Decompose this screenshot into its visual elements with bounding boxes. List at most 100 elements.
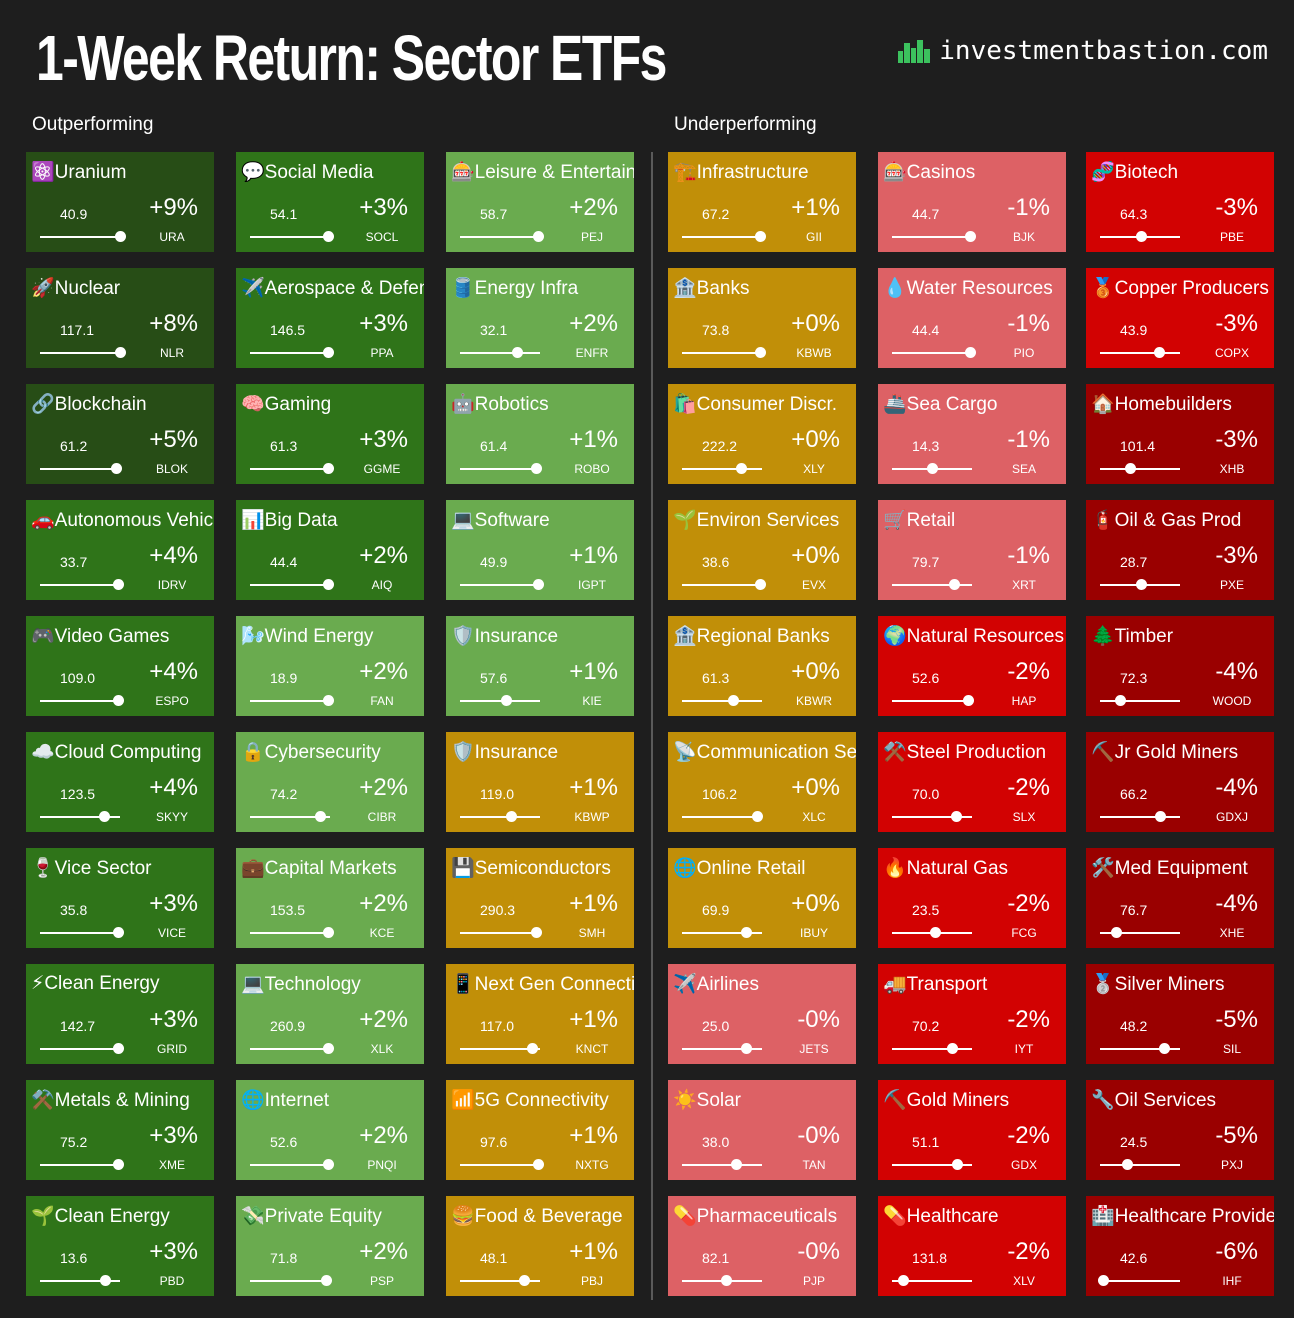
- sector-price: 123.5: [60, 786, 96, 802]
- range-knob: [322, 1043, 334, 1054]
- sector-tile-fcg[interactable]: 🔥Natural Gas 23.5 -2% FCG: [878, 848, 1066, 948]
- sector-tile-xlc[interactable]: 📡Communication Services 106.2 +0% XLC: [668, 732, 856, 832]
- sector-tile-igpt[interactable]: 💻Software 49.9 +1% IGPT: [446, 500, 634, 600]
- sector-tile-socl[interactable]: 💬Social Media 54.1 +3% SOCL: [236, 152, 424, 252]
- sector-ticker: PBD: [159, 1274, 185, 1288]
- sector-tile-sea[interactable]: 🚢Sea Cargo 14.3 -1% SEA: [878, 384, 1066, 484]
- range-track: [250, 1164, 330, 1166]
- sector-tile-kbwb[interactable]: 🏦Banks 73.8 +0% KBWB: [668, 268, 856, 368]
- sector-tile-sil[interactable]: 🥈Silver Miners 48.2 -5% SIL: [1086, 964, 1274, 1064]
- sector-tile-hap[interactable]: 🌍Natural Resources 52.6 -2% HAP: [878, 616, 1066, 716]
- sector-tile-ihf[interactable]: 🏥Healthcare Providers 42.6 -6% IHF: [1086, 1196, 1274, 1296]
- site-url[interactable]: investmentbastion.com: [939, 36, 1268, 66]
- range-knob: [98, 811, 110, 822]
- sector-tile-pio[interactable]: 💧Water Resources 44.4 -1% PIO: [878, 268, 1066, 368]
- sector-tile-pnqi[interactable]: 🌐Internet 52.6 +2% PNQI: [236, 1080, 424, 1180]
- range-track: [250, 816, 330, 818]
- sector-tile-nlr[interactable]: 🚀Nuclear 117.1 +8% NLR: [26, 268, 214, 368]
- sector-tile-kbwp[interactable]: 🛡️Insurance 119.0 +1% KBWP: [446, 732, 634, 832]
- sector-name: 🌱Clean Energy: [31, 1206, 170, 1227]
- section-divider: [651, 152, 653, 1300]
- range-track: [682, 1048, 762, 1050]
- sector-tile-psp[interactable]: 💸Private Equity 71.8 +2% PSP: [236, 1196, 424, 1296]
- sector-tile-iyt[interactable]: 🚚Transport 70.2 -2% IYT: [878, 964, 1066, 1064]
- sector-tile-ppa[interactable]: ✈️Aerospace & Defense 146.5 +3% PPA: [236, 268, 424, 368]
- sector-return: -4%: [1215, 658, 1258, 685]
- sector-tile-gdx[interactable]: ⛏️Gold Miners 51.1 -2% GDX: [878, 1080, 1066, 1180]
- sector-ticker: URA: [159, 230, 185, 244]
- range-knob: [1153, 347, 1165, 358]
- range-track: [1100, 816, 1180, 818]
- sector-name: ☀️Solar: [673, 1090, 742, 1111]
- sector-name: 🎰Leisure & Entertainment: [451, 162, 634, 183]
- sector-tile-aiq[interactable]: 📊Big Data 44.4 +2% AIQ: [236, 500, 424, 600]
- sector-tile-evx[interactable]: 🌱Environ Services 38.6 +0% EVX: [668, 500, 856, 600]
- sector-tile-pej[interactable]: 🎰Leisure & Entertainment 58.7 +2% PEJ: [446, 152, 634, 252]
- sector-name: 💊Healthcare: [883, 1206, 999, 1227]
- sector-tile-xlk[interactable]: 💻Technology 260.9 +2% XLK: [236, 964, 424, 1064]
- sector-tile-fan[interactable]: 🌬️Wind Energy 18.9 +2% FAN: [236, 616, 424, 716]
- sector-tile-ura[interactable]: ⚛️Uranium 40.9 +9% URA: [26, 152, 214, 252]
- sector-tile-pbe[interactable]: 🧬Biotech 64.3 -3% PBE: [1086, 152, 1274, 252]
- sector-name: 🥈Silver Miners: [1091, 974, 1225, 995]
- sector-tile-xhb[interactable]: 🏠Homebuilders 101.4 -3% XHB: [1086, 384, 1274, 484]
- sector-name: 💧Water Resources: [883, 278, 1053, 299]
- sector-tile-idrv[interactable]: 🚗Autonomous Vehicles 33.7 +4% IDRV: [26, 500, 214, 600]
- sector-tile-gdxj[interactable]: ⛏️Jr Gold Miners 66.2 -4% GDXJ: [1086, 732, 1274, 832]
- sector-price: 61.4: [480, 438, 508, 454]
- sector-price: 117.0: [480, 1018, 514, 1034]
- sector-tile-slx[interactable]: ⚒️Steel Production 70.0 -2% SLX: [878, 732, 1066, 832]
- sector-tile-copx[interactable]: 🥉Copper Producers 43.9 -3% COPX: [1086, 268, 1274, 368]
- sector-tile-kie[interactable]: 🛡️Insurance 57.6 +1% KIE: [446, 616, 634, 716]
- sector-name: 🧬Biotech: [1091, 162, 1179, 183]
- sector-tile-pbj[interactable]: 🍔Food & Beverage 48.1 +1% PBJ: [446, 1196, 634, 1296]
- sector-tile-ibuy[interactable]: 🌐Online Retail 69.9 +0% IBUY: [668, 848, 856, 948]
- sector-tile-smh[interactable]: 💾Semiconductors 290.3 +1% SMH: [446, 848, 634, 948]
- sector-tile-tan[interactable]: ☀️Solar 38.0 -0% TAN: [668, 1080, 856, 1180]
- sector-return: -1%: [1007, 194, 1050, 221]
- sector-tile-cibr[interactable]: 🔒Cybersecurity 74.2 +2% CIBR: [236, 732, 424, 832]
- sector-tile-xhe[interactable]: 🛠️Med Equipment 76.7 -4% XHE: [1086, 848, 1274, 948]
- sector-tile-xly[interactable]: 🛍️Consumer Discr. 222.2 +0% XLY: [668, 384, 856, 484]
- sector-price: 64.3: [1120, 206, 1148, 222]
- sector-tile-bjk[interactable]: 🎰Casinos 44.7 -1% BJK: [878, 152, 1066, 252]
- sector-tile-wood[interactable]: 🌲Timber 72.3 -4% WOOD: [1086, 616, 1274, 716]
- sector-name: 💻Technology: [241, 974, 361, 995]
- sector-return: -3%: [1215, 310, 1258, 337]
- sector-tile-skyy[interactable]: ☁️Cloud Computing 123.5 +4% SKYY: [26, 732, 214, 832]
- range-knob: [754, 231, 766, 242]
- range-knob: [532, 579, 544, 590]
- sector-tile-pbd[interactable]: 🌱Clean Energy 13.6 +3% PBD: [26, 1196, 214, 1296]
- range-track: [250, 1048, 330, 1050]
- sector-name: 🏥Healthcare Providers: [1091, 1206, 1274, 1227]
- sector-price: 38.0: [702, 1134, 730, 1150]
- sector-tile-kbwr[interactable]: 🏦Regional Banks 61.3 +0% KBWR: [668, 616, 856, 716]
- sector-tile-gii[interactable]: 🏗️Infrastructure 67.2 +1% GII: [668, 152, 856, 252]
- sector-ticker: ENFR: [575, 346, 609, 360]
- range-track: [892, 816, 972, 818]
- sector-name: 🎰Casinos: [883, 162, 976, 183]
- sector-ticker: IBUY: [799, 926, 828, 940]
- sector-tile-xme[interactable]: ⚒️Metals & Mining 75.2 +3% XME: [26, 1080, 214, 1180]
- sector-tile-enfr[interactable]: 🛢️Energy Infra 32.1 +2% ENFR: [446, 268, 634, 368]
- sector-ticker: KBWP: [574, 810, 610, 824]
- sector-tile-nxtg[interactable]: 📶5G Connectivity 97.6 +1% NXTG: [446, 1080, 634, 1180]
- sector-tile-xlv[interactable]: 💊Healthcare 131.8 -2% XLV: [878, 1196, 1066, 1296]
- sector-tile-xrt[interactable]: 🛒Retail 79.7 -1% XRT: [878, 500, 1066, 600]
- sector-tile-robo[interactable]: 🤖Robotics 61.4 +1% ROBO: [446, 384, 634, 484]
- sector-return: -3%: [1215, 194, 1258, 221]
- sector-tile-vice[interactable]: 🍷Vice Sector 35.8 +3% VICE: [26, 848, 214, 948]
- sector-tile-ggme[interactable]: 🧠Gaming 61.3 +3% GGME: [236, 384, 424, 484]
- sector-tile-pjp[interactable]: 💊Pharmaceuticals 82.1 -0% PJP: [668, 1196, 856, 1296]
- range-track: [682, 236, 762, 238]
- sector-tile-kce[interactable]: 💼Capital Markets 153.5 +2% KCE: [236, 848, 424, 948]
- sector-tile-pxe[interactable]: 🧯Oil & Gas Prod 28.7 -3% PXE: [1086, 500, 1274, 600]
- sector-tile-pxj[interactable]: 🔧Oil Services 24.5 -5% PXJ: [1086, 1080, 1274, 1180]
- sector-tile-jets[interactable]: ✈️Airlines 25.0 -0% JETS: [668, 964, 856, 1064]
- sector-tile-blok[interactable]: 🔗Blockchain 61.2 +5% BLOK: [26, 384, 214, 484]
- sector-name: ✈️Airlines: [673, 974, 759, 995]
- sector-tile-espo[interactable]: 🎮Video Games 109.0 +4% ESPO: [26, 616, 214, 716]
- sector-tile-knct[interactable]: 📱Next Gen Connectivity 117.0 +1% KNCT: [446, 964, 634, 1064]
- site-brand[interactable]: investmentbastion.com: [897, 36, 1268, 66]
- sector-tile-grid[interactable]: ⚡Clean Energy 142.7 +3% GRID: [26, 964, 214, 1064]
